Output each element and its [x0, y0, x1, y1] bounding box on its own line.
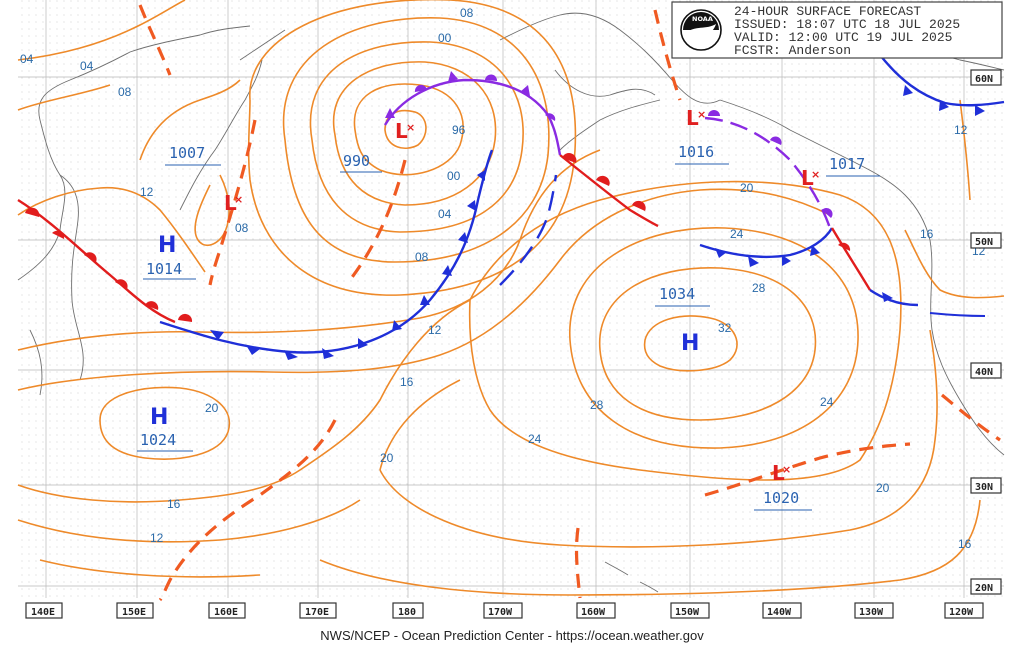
longitude-axis: 140E 150E 160E 170E 180 170W 160W 150W 1…: [25, 602, 984, 619]
isobar-label: 20: [380, 451, 394, 465]
lon-label: 150W: [675, 607, 700, 618]
lon-label: 150E: [122, 607, 146, 618]
isobars: [17, 0, 1005, 596]
central-pressure: 1024: [140, 431, 176, 449]
high-symbol: H: [681, 331, 699, 356]
footer-credit: NWS/NCEP - Ocean Prediction Center - htt…: [320, 628, 704, 643]
lat-label: 40N: [975, 367, 993, 378]
isobar-label: 20: [740, 181, 754, 195]
low-x-mark: ×: [697, 108, 706, 121]
lat-label: 30N: [975, 482, 993, 493]
low-symbol: L: [801, 166, 814, 190]
isobar-label: 08: [118, 85, 132, 99]
central-pressure: 1020: [763, 489, 799, 507]
central-pressure: 1007: [169, 144, 205, 162]
isobar-label: 12: [954, 123, 968, 137]
lat-label: 60N: [975, 74, 993, 85]
high-symbol: H: [150, 405, 168, 430]
map-background: [18, 0, 1004, 598]
lon-label: 130W: [859, 607, 884, 618]
low-center: L × 990: [340, 119, 415, 173]
low-center: L × 1016: [675, 106, 729, 165]
fronts: [17, 54, 1005, 360]
low-x-mark: ×: [234, 193, 243, 206]
forecaster: FCSTR: Anderson: [734, 43, 851, 58]
isobar-label: 00: [438, 31, 452, 45]
lon-label: 140W: [767, 607, 792, 618]
lon-label: 160E: [214, 607, 238, 618]
lon-label: 140E: [31, 607, 55, 618]
noaa-logo-text: NOAA: [692, 15, 713, 23]
isobar-label: 12: [140, 185, 154, 199]
isobar-label: 16: [167, 497, 181, 511]
lon-label: 120W: [949, 607, 974, 618]
isobar-label: 28: [752, 281, 766, 295]
high-center: H 1014: [143, 233, 196, 280]
lon-label: 170E: [305, 607, 329, 618]
isobar-label: 16: [400, 375, 414, 389]
isobar-label: 16: [958, 537, 972, 551]
isobar-label: 12: [428, 323, 442, 337]
low-center: L × 1020: [754, 461, 812, 511]
central-pressure: 1017: [829, 155, 865, 173]
low-symbol: L: [395, 119, 408, 143]
forecast-header: NOAA 24-HOUR SURFACE FORECAST ISSUED: 18…: [671, 1, 1003, 59]
low-center: 1007 L ×: [165, 144, 243, 215]
central-pressure: 990: [343, 152, 370, 170]
forecast-title: 24-HOUR SURFACE FORECAST: [734, 4, 921, 19]
low-x-mark: ×: [406, 121, 415, 134]
isobar-label: 08: [235, 221, 249, 235]
isobar-label: 20: [205, 401, 219, 415]
pressure-centers: H 1014 H 1024 1034 H 1007 L × L × 990 L: [137, 106, 880, 511]
lon-label: 170W: [488, 607, 513, 618]
isobar-label: 04: [20, 52, 34, 66]
low-symbol: L: [686, 106, 699, 130]
issued-time: ISSUED: 18:07 UTC 18 JUL 2025: [734, 17, 960, 32]
valid-time: VALID: 12:00 UTC 19 JUL 2025: [734, 30, 952, 45]
isobar-label: 32: [718, 321, 732, 335]
lat-label: 20N: [975, 583, 993, 594]
high-center: 1034 H: [655, 285, 710, 356]
isobar-label: 08: [460, 6, 474, 20]
lon-label: 180: [398, 607, 416, 618]
low-symbol: L: [772, 461, 785, 485]
isobar-label: 24: [730, 227, 744, 241]
high-symbol: H: [158, 233, 176, 258]
isobar-label: 28: [590, 398, 604, 412]
central-pressure: 1016: [678, 143, 714, 161]
isobar-labels: 00 04 08 08 04 96 00 04 08 12 12 16 20 1…: [20, 6, 986, 551]
isobar-label: 08: [415, 250, 429, 264]
lon-label: 160W: [581, 607, 606, 618]
isobar-label: 04: [438, 207, 452, 221]
isobar-label: 24: [528, 432, 542, 446]
isobar-label: 24: [820, 395, 834, 409]
high-center: H 1024: [137, 405, 193, 452]
central-pressure: 1014: [146, 260, 182, 278]
low-x-mark: ×: [782, 463, 791, 476]
latitude-axis: 60N 50N 40N 30N 20N: [970, 69, 1002, 595]
isobar-label: 00: [447, 169, 461, 183]
low-x-mark: ×: [811, 168, 820, 181]
isobar-label: 96: [452, 123, 466, 137]
isobar-label: 16: [920, 227, 934, 241]
isobar-label: 12: [150, 531, 164, 545]
lat-label: 50N: [975, 237, 993, 248]
isobar-label: 04: [80, 59, 94, 73]
central-pressure: 1034: [659, 285, 695, 303]
low-symbol: L: [224, 191, 237, 215]
troughs: [138, 4, 1001, 602]
isobar-label: 20: [876, 481, 890, 495]
noaa-logo: NOAA: [680, 9, 722, 51]
low-center: 1017 L ×: [801, 155, 880, 190]
